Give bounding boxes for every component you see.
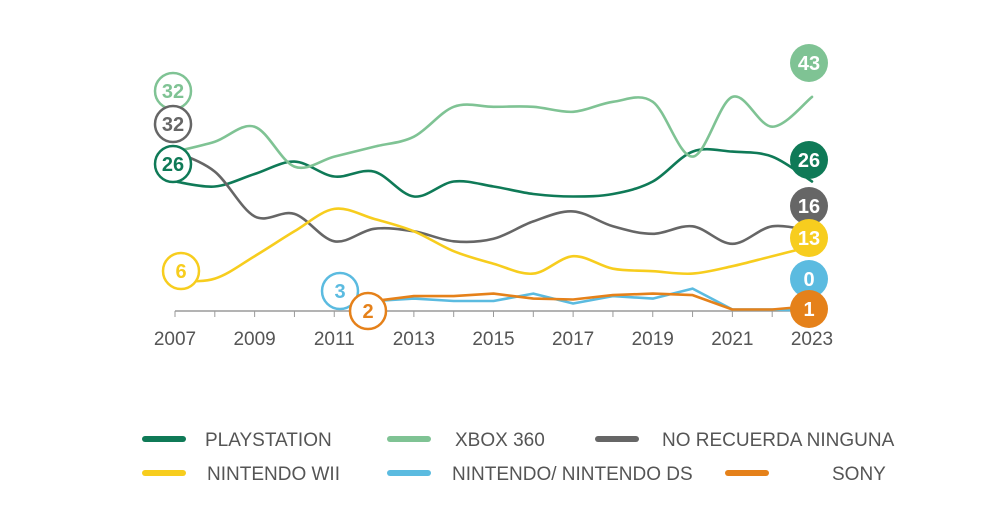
series-line-xbox-360	[173, 95, 814, 170]
start-bubble-playstation	[153, 144, 193, 184]
end-bubble-xbox-360	[790, 44, 828, 82]
end-label-no-recuerda-ninguna: 16	[798, 196, 820, 218]
legend: PLAYSTATION XBOX 360 NO RECUERDA NINGUNA NI…	[142, 430, 895, 485]
start-bubble-nintendo-nintendo-ds	[320, 271, 360, 311]
end-label-playstation: 26	[798, 150, 820, 172]
start-bubble-no-recuerda-ninguna	[153, 104, 193, 144]
end-label-sony: 1	[803, 299, 814, 321]
series-line-sony	[372, 292, 814, 311]
x-tick-label: 2013	[393, 329, 435, 350]
end-label-nintendo-wii: 13	[798, 228, 820, 250]
start-label-nintendo-nintendo-ds: 3	[334, 281, 345, 303]
start-bubble-sony	[348, 291, 388, 331]
end-labels: 26 26 32 43 32 16 6 13 3 0 2 1	[153, 44, 828, 331]
x-tick-label: 2007	[154, 329, 196, 350]
x-tick-label: 2023	[791, 329, 833, 350]
x-tick-label: 2011	[314, 329, 355, 350]
end-label-xbox-360: 43	[798, 53, 820, 75]
series-lines	[173, 95, 814, 313]
legend-label-sony: SONY	[832, 464, 886, 485]
start-label-xbox-360: 32	[162, 81, 184, 103]
start-label-sony: 2	[362, 301, 373, 323]
x-tick-label: 2009	[233, 329, 275, 350]
start-label-nintendo-wii: 6	[175, 261, 186, 283]
start-label-no-recuerda-ninguna: 32	[162, 114, 184, 136]
legend-label-no-recuerda-ninguna: NO RECUERDA NINGUNA	[662, 430, 895, 451]
start-label-playstation: 26	[162, 154, 184, 176]
end-bubble-nintendo-wii	[790, 219, 828, 257]
end-bubble-nintendo-nintendo-ds	[790, 260, 828, 298]
x-tick-label: 2019	[632, 329, 674, 350]
start-bubble-nintendo-wii	[161, 251, 201, 291]
end-bubble-playstation	[790, 141, 828, 179]
x-tick-label: 2021	[711, 329, 753, 350]
end-label-nintendo-nintendo-ds: 0	[803, 269, 814, 291]
legend-label-nintendo-wii: NINTENDO WII	[207, 464, 340, 485]
series-line-nintendo-wii	[173, 207, 814, 283]
series-line-playstation	[173, 147, 814, 198]
x-tick-label: 2015	[472, 329, 514, 350]
legend-label-playstation: PLAYSTATION	[205, 430, 332, 451]
legend-label-nintendo-nintendo-ds: NINTENDO/ NINTENDO DS	[452, 464, 693, 485]
x-tick-label: 2017	[552, 329, 594, 350]
series-line-no-recuerda-ninguna	[173, 150, 814, 246]
x-axis-ticks: 2007 2009 2011 2013 2015 2017 2019 2021 2023	[154, 311, 833, 350]
end-bubble-sony	[790, 290, 828, 328]
end-bubble-no-recuerda-ninguna	[790, 187, 828, 225]
legend-label-xbox-360: XBOX 360	[455, 430, 545, 451]
